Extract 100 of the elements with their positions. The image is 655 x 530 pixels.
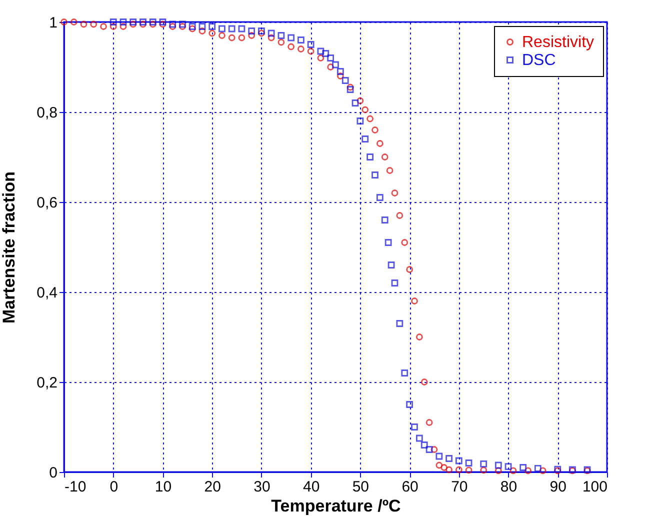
point [140,20,146,28]
point [376,140,384,147]
point [149,20,156,28]
point [298,36,304,44]
x-tick-label: 80 [500,478,518,496]
point [198,23,206,30]
point [406,401,413,408]
x-tick-label: 60 [402,478,418,496]
y-tick-label: 0,6 [36,194,58,212]
point [480,460,488,468]
point [169,23,176,30]
point [130,20,137,28]
point [332,61,339,68]
y-tick-label: 0 [49,464,58,482]
point [420,378,428,386]
point [416,334,423,340]
x-tick-label: 50 [352,478,370,496]
point [80,20,88,28]
x-tick-label: 10 [154,478,172,496]
point [346,86,354,93]
point [356,97,364,104]
point [465,460,472,466]
point [208,30,216,37]
point [179,23,186,30]
point [288,43,295,50]
point [159,18,166,26]
point [288,34,295,42]
point [494,467,502,474]
point [110,18,117,26]
point [362,106,369,114]
point [416,434,423,442]
point [396,320,404,327]
point [420,442,428,448]
point [356,118,364,124]
x-tick-label: 30 [254,478,270,496]
point [391,190,398,196]
point [317,48,324,55]
point [317,54,324,62]
point [384,239,392,246]
point [248,28,256,34]
point [391,280,398,286]
point [258,30,265,37]
point [322,50,330,57]
point [446,455,452,462]
point [268,34,275,42]
point [480,466,488,474]
point [504,463,512,470]
point [362,136,369,142]
point [278,38,285,46]
point [188,23,196,30]
point [539,467,546,474]
point [426,419,433,426]
point [238,25,246,32]
point [381,216,388,224]
point [396,212,404,219]
y-tick-label: 0,4 [36,284,58,302]
point [386,167,394,174]
point [401,239,408,246]
point [534,464,542,472]
point [430,446,438,453]
y-tick-label: 0,8 [36,104,58,122]
point [268,30,275,37]
legend-label: Resistivity [522,34,594,51]
point [258,28,265,34]
point [524,467,532,474]
point [406,266,413,273]
point [327,64,334,70]
point [179,20,186,28]
point [411,424,418,430]
point [149,18,156,26]
point [455,466,462,474]
point [440,464,448,471]
point [494,462,502,469]
x-tick-label: 40 [302,478,320,496]
point [436,452,443,460]
point [140,18,146,26]
point [218,25,226,32]
point [307,48,314,55]
point [218,32,226,39]
point [411,298,418,304]
point [336,68,344,75]
point [372,126,378,134]
point [376,194,384,201]
x-tick-label: -10 [64,478,86,496]
point [465,466,472,474]
point [228,25,236,32]
point [90,20,98,28]
point [342,77,349,84]
point [169,20,176,28]
x-tick-label: 100 [582,478,608,496]
point [298,46,304,52]
point [100,23,107,30]
point [372,172,378,178]
point [446,466,452,474]
point [278,32,285,39]
point [198,28,206,34]
y-tick-label: 1 [49,14,58,32]
point [70,18,78,26]
point [352,100,359,106]
point [188,25,196,32]
